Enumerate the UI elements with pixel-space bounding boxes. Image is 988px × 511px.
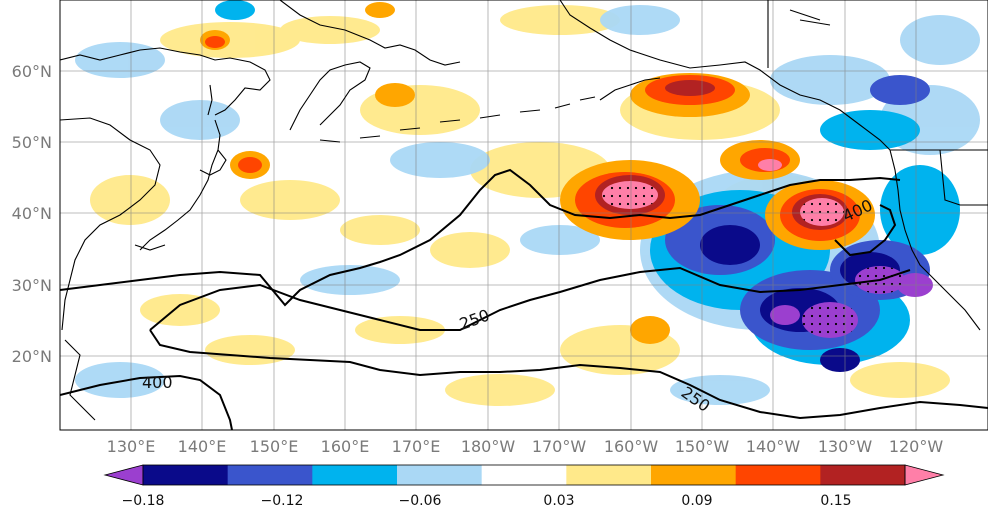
colorbar-frame: [142, 464, 906, 486]
cb-tick-neg012: −0.12: [261, 493, 304, 509]
cb-tick-009: 0.09: [681, 493, 712, 509]
shading-layer: [75, 0, 980, 406]
colorbar-extend-high: [904, 464, 945, 486]
lat-label-20: 20°N: [12, 347, 52, 366]
cb-tick-neg006: −0.06: [399, 493, 442, 509]
lon-label-130e: 130°E: [107, 437, 156, 456]
colorbar-segment: [397, 465, 483, 485]
cb-tick-015: 0.15: [820, 493, 851, 509]
colorbar-segment: [227, 465, 313, 485]
lon-labels: 130°E 140°E 150°E 160°E 170°E 180°W 170°…: [107, 437, 944, 456]
colorbar-segment: [481, 465, 567, 485]
lon-label-120w: 120°W: [889, 437, 944, 456]
contour-label-400-a: 400: [142, 373, 173, 392]
cb-tick-003: 0.03: [543, 493, 574, 509]
colorbar-extend-low: [103, 464, 144, 486]
lon-label-130w: 130°W: [818, 437, 873, 456]
lat-labels: 60°N 50°N 40°N 30°N 20°N: [12, 62, 52, 366]
colorbar-segment: [312, 465, 398, 485]
lon-label-170e: 170°E: [392, 437, 441, 456]
map-plot-area: 250 250 400 400: [59, 0, 988, 431]
lon-label-160e: 160°E: [321, 437, 370, 456]
lon-label-140w: 140°W: [746, 437, 801, 456]
lat-label-50: 50°N: [12, 133, 52, 152]
colorbar-segment: [651, 465, 737, 485]
cb-tick-neg018: −0.18: [122, 493, 165, 509]
lat-label-40: 40°N: [12, 204, 52, 223]
lon-label-170w: 170°W: [532, 437, 587, 456]
lon-label-150w: 150°W: [675, 437, 730, 456]
colorbar-ticks: −0.18 −0.12 −0.06 0.03 0.09 0.15: [122, 493, 852, 509]
lon-label-140e: 140°E: [178, 437, 227, 456]
lon-label-180w: 180°W: [461, 437, 516, 456]
colorbar-segment: [735, 465, 821, 485]
lon-label-150e: 150°E: [250, 437, 299, 456]
colorbar-segments: [143, 465, 906, 485]
contours: [60, 168, 988, 430]
lat-label-60: 60°N: [12, 62, 52, 81]
colorbar: −0.18 −0.12 −0.06 0.03 0.09 0.15: [103, 464, 945, 509]
lon-label-160w: 160°W: [604, 437, 659, 456]
lat-label-30: 30°N: [12, 276, 52, 295]
colorbar-segment: [820, 465, 906, 485]
colorbar-segment: [566, 465, 652, 485]
colorbar-segment: [143, 465, 229, 485]
plot-frame: [59, 0, 988, 431]
coastlines: [60, 0, 988, 421]
